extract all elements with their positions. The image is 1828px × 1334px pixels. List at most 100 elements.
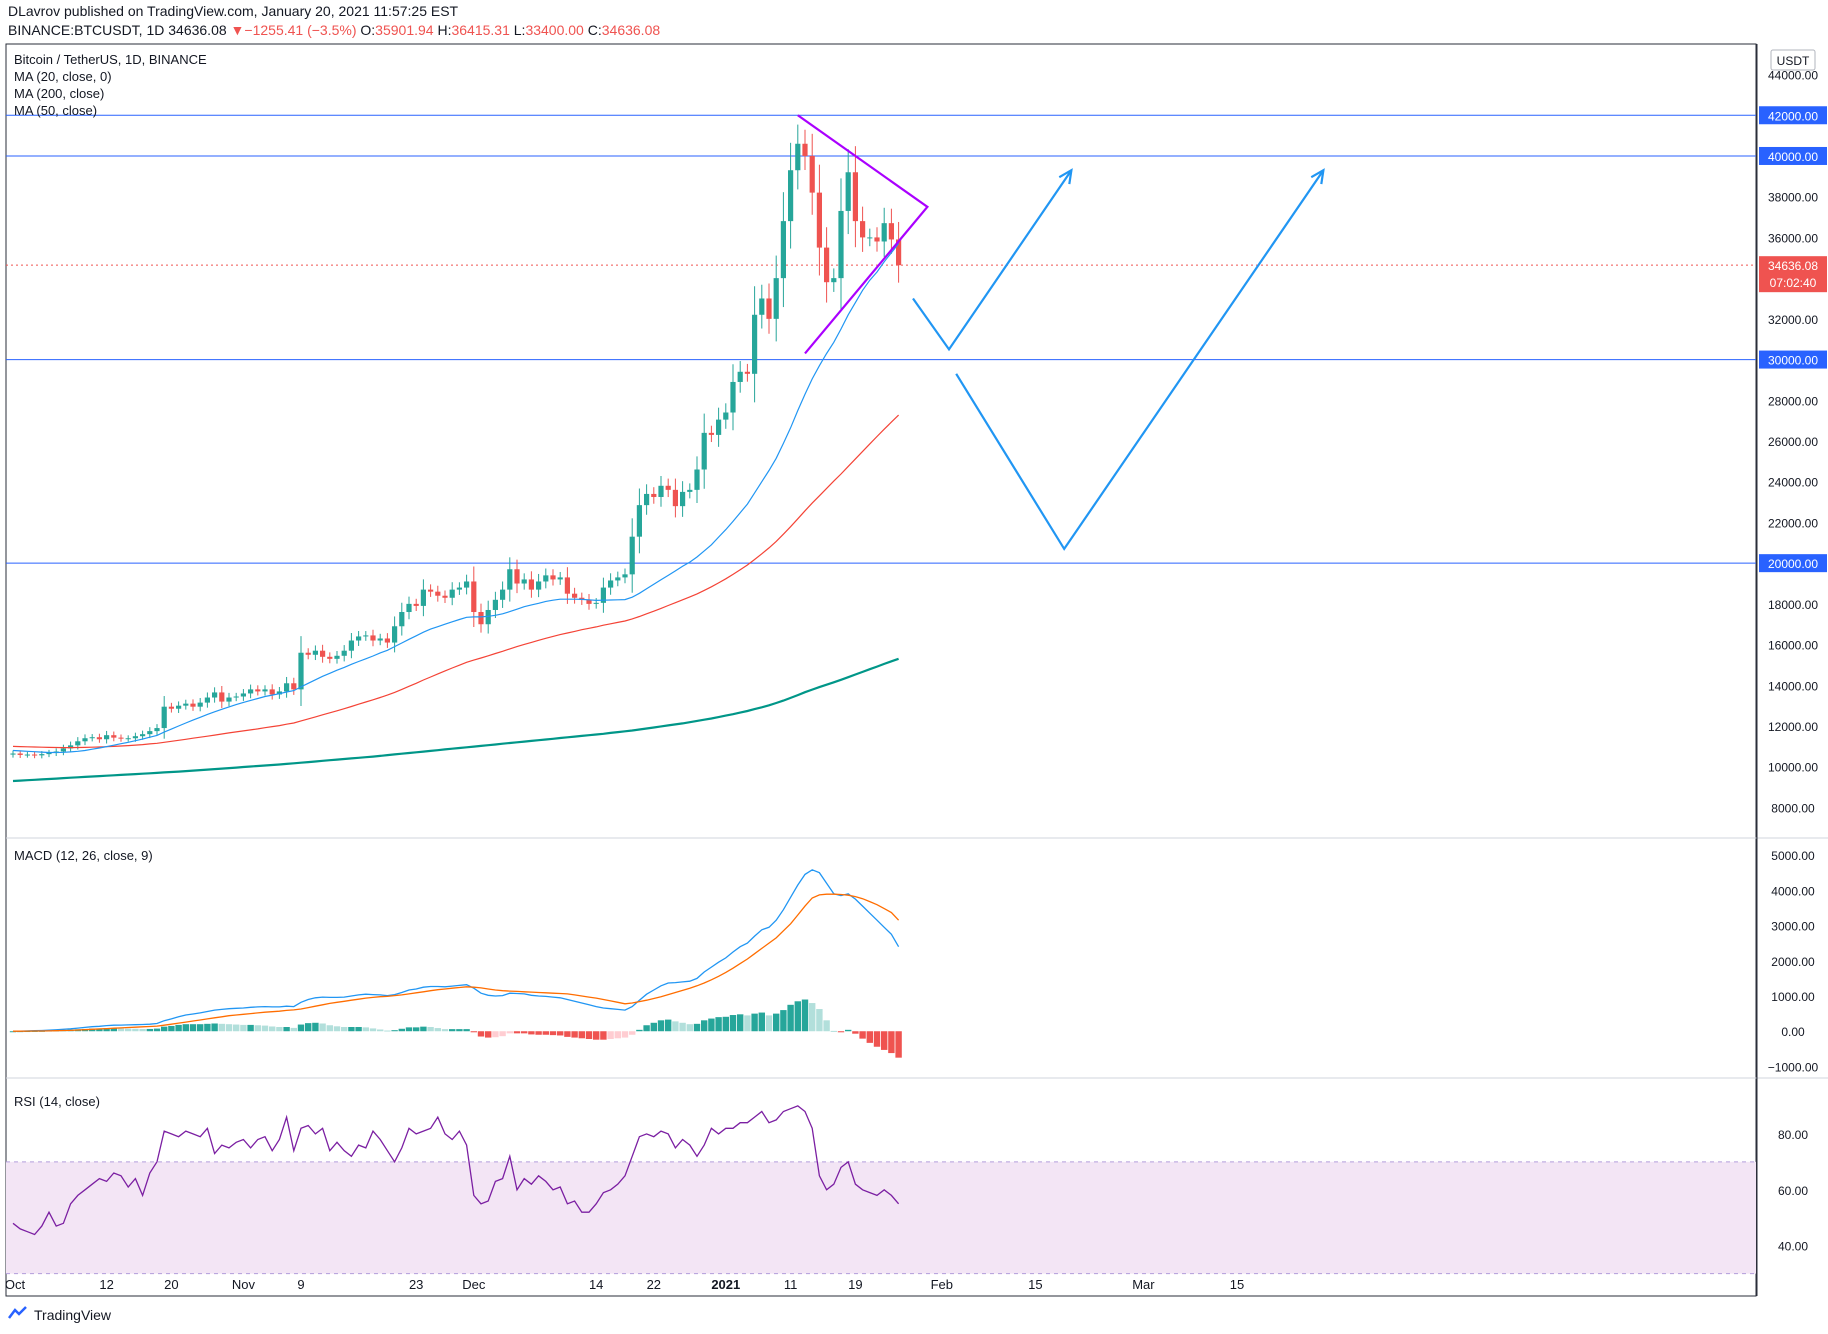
macd-histogram-bar	[319, 1023, 326, 1032]
candle-body	[752, 314, 758, 374]
candle-body	[672, 489, 678, 507]
candle-body	[104, 735, 110, 740]
macd-histogram-bar	[305, 1023, 312, 1032]
countdown-label: 07:02:40	[1770, 276, 1817, 290]
currency-label: USDT	[1777, 54, 1810, 68]
macd-histogram-bar	[297, 1024, 305, 1032]
candle-body	[82, 738, 88, 742]
legend-ma200[interactable]: MA (200, close)	[14, 86, 105, 101]
low-label: L:	[513, 22, 526, 38]
macd-histogram-bar	[830, 1030, 837, 1032]
macd-histogram-bar	[405, 1027, 413, 1032]
published-line: DLavrov published on TradingView.com, Ja…	[8, 3, 459, 19]
macd-histogram-bar	[823, 1020, 830, 1032]
macd-histogram-bar	[571, 1031, 578, 1038]
candle-body	[420, 589, 426, 606]
legend-rsi[interactable]: RSI (14, close)	[14, 1094, 100, 1109]
price-axis-label: 8000.00	[1771, 801, 1815, 815]
price-axis-label: 16000.00	[1768, 639, 1818, 653]
legend-ma50[interactable]: MA (50, close)	[14, 103, 98, 118]
price-axis-label: 36000.00	[1768, 231, 1818, 245]
candle-body	[708, 432, 714, 435]
macd-histogram-bar	[578, 1031, 585, 1039]
macd-histogram-bar	[369, 1028, 377, 1032]
macd-histogram-bar	[758, 1012, 765, 1032]
macd-histogram-bar	[737, 1014, 744, 1032]
macd-histogram-bar	[355, 1027, 362, 1032]
projection-arrow-short	[912, 169, 1073, 352]
candle-body	[852, 172, 858, 222]
symbol-name[interactable]: BINANCE:BTCUSDT, 1D	[8, 22, 165, 38]
macd-histogram-bar	[895, 1031, 902, 1058]
candle-body	[694, 469, 700, 490]
macd-histogram-bar	[117, 1028, 125, 1032]
candle-body	[334, 655, 340, 659]
macd-histogram-bar	[564, 1031, 571, 1037]
macd-histogram-bar	[470, 1031, 477, 1033]
macd-histogram-bar	[240, 1024, 247, 1032]
macd-line	[12, 869, 900, 1032]
ohlc-bar: BINANCE:BTCUSDT, 1D 34636.08 ▼−1255.41 (…	[8, 22, 660, 38]
time-axis-label: 22	[647, 1277, 661, 1292]
candle-body	[478, 612, 484, 625]
candle-body	[233, 696, 239, 698]
candle-body	[629, 536, 635, 575]
macd-histogram-bar	[607, 1031, 614, 1039]
macd-histogram-bar	[441, 1029, 449, 1032]
macd-histogram-bar	[182, 1024, 189, 1032]
publish-info: DLavrov published on TradingView.com, Ja…	[8, 3, 458, 19]
candle-body	[665, 485, 671, 490]
macd-histogram-bar	[722, 1016, 729, 1032]
candle-body	[428, 589, 434, 592]
macd-histogram-bar	[348, 1027, 355, 1032]
candle-body	[356, 636, 362, 641]
candle-body	[622, 574, 628, 578]
macd-histogram-bar	[686, 1024, 693, 1032]
time-axis-label: 14	[589, 1277, 603, 1292]
down-arrow-icon: ▼	[230, 22, 245, 38]
candle-body	[788, 170, 794, 222]
macd-histogram-bar	[794, 1001, 801, 1032]
plot-frame	[5, 43, 1757, 1297]
candle-body	[132, 736, 138, 739]
macd-histogram-bar	[283, 1027, 290, 1032]
price-axis-label: 28000.00	[1768, 394, 1818, 408]
footer: TradingView	[8, 1306, 111, 1323]
legend-ma20[interactable]: MA (20, close, 0)	[14, 69, 112, 84]
candle-body	[593, 602, 599, 604]
level-price-badge	[1759, 146, 1827, 165]
macd-histogram-bar	[593, 1031, 600, 1040]
macd-histogram-bar	[168, 1025, 175, 1032]
macd-histogram-bar	[614, 1031, 621, 1039]
macd-histogram-bar	[211, 1023, 218, 1032]
macd-histogram-bar	[585, 1031, 593, 1039]
macd-histogram-bar	[247, 1024, 254, 1032]
candle-body	[269, 689, 275, 695]
footer-brand[interactable]: TradingView	[34, 1306, 112, 1323]
legend-title[interactable]: Bitcoin / TetherUS, 1D, BINANCE	[14, 52, 207, 67]
candle-body	[190, 703, 196, 707]
candle-body	[881, 223, 887, 242]
candle-body	[716, 419, 722, 435]
projection-arrow-short-head	[1058, 168, 1073, 185]
level-price-badge	[1759, 106, 1827, 125]
time-axis-label: 12	[99, 1277, 113, 1292]
candle-body	[284, 683, 290, 692]
price-axis-label: 30000.00	[1768, 354, 1818, 368]
candle-body	[831, 278, 837, 283]
candle-body	[125, 738, 131, 740]
macd-histogram-bar	[665, 1019, 672, 1032]
legend-macd[interactable]: MACD (12, 26, close, 9)	[14, 848, 153, 863]
candle-body	[485, 609, 491, 625]
price-axis-label: 12000.00	[1768, 720, 1818, 734]
macd-histogram-bar	[384, 1030, 391, 1032]
candle-body	[456, 587, 462, 590]
candle-body	[730, 381, 736, 413]
macd-histogram-bar	[175, 1024, 182, 1032]
candle-body	[615, 577, 621, 581]
open-label: O:	[360, 22, 376, 38]
macd-histogram-bar	[765, 1015, 773, 1032]
macd-histogram-bar	[413, 1027, 420, 1032]
macd-histogram-bar	[679, 1022, 686, 1032]
